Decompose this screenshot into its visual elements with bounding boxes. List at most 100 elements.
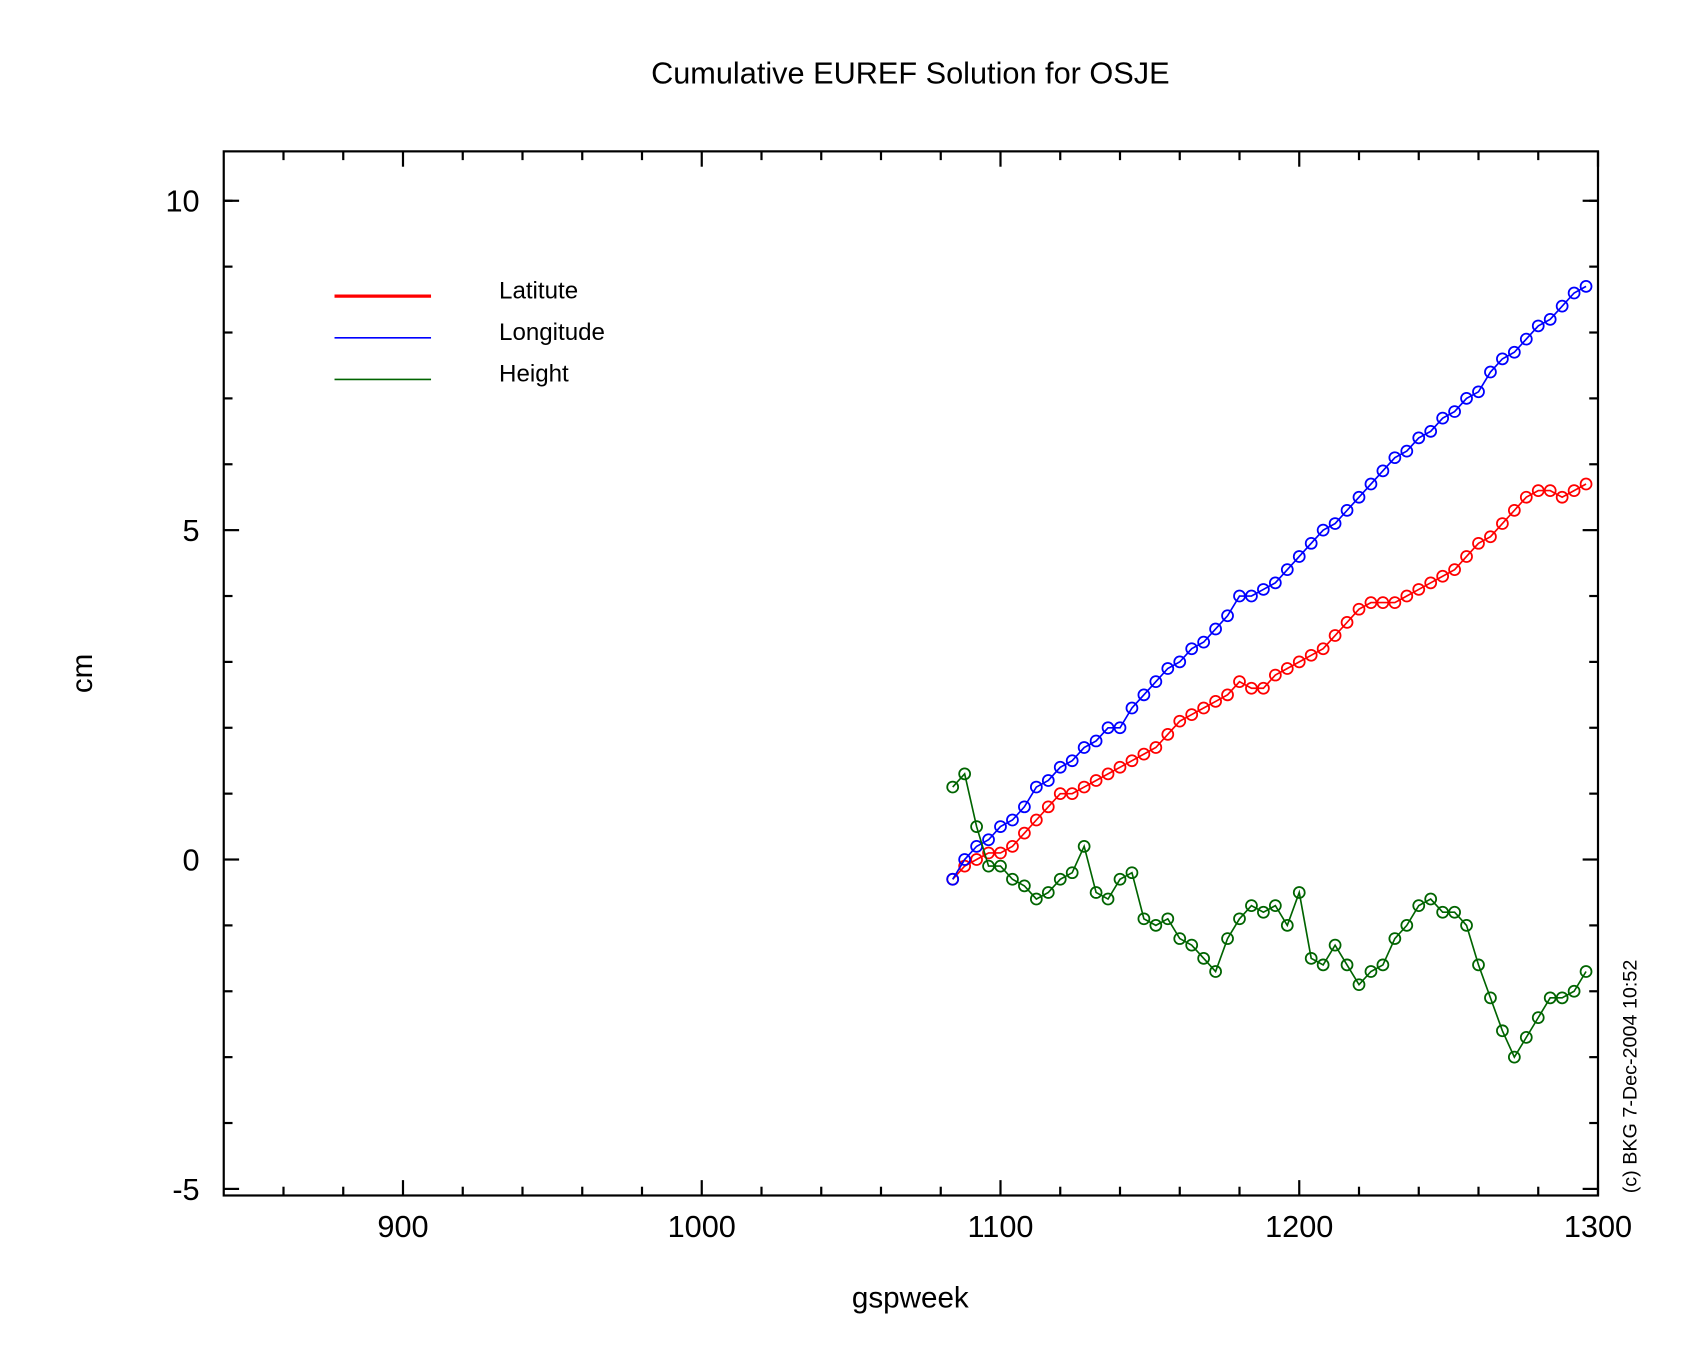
data-point	[1352, 978, 1366, 992]
data-point	[1316, 642, 1330, 656]
data-point	[1328, 938, 1342, 952]
data-point	[1149, 919, 1163, 932]
data-point	[1292, 550, 1306, 563]
data-point	[1245, 589, 1258, 603]
data-point	[1089, 886, 1103, 899]
x-tick-label: 1300	[1564, 1209, 1632, 1244]
data-point	[982, 859, 995, 873]
data-point	[1161, 662, 1175, 675]
data-point	[1053, 872, 1067, 886]
data-point	[1484, 991, 1497, 1005]
data-point	[1328, 629, 1342, 642]
data-point	[1233, 589, 1246, 603]
data-point	[1376, 464, 1390, 478]
data-point	[1496, 1024, 1509, 1038]
data-point	[1340, 958, 1354, 972]
data-point	[1507, 1050, 1521, 1064]
data-point	[1280, 919, 1294, 932]
series-line	[951, 285, 1587, 880]
data-point	[1053, 760, 1067, 774]
data-point	[1268, 668, 1282, 682]
data-point	[1388, 451, 1402, 465]
data-point	[1185, 938, 1199, 952]
data-point	[1113, 721, 1127, 735]
data-point	[1412, 583, 1426, 596]
data-point	[1101, 767, 1115, 781]
data-point	[1065, 754, 1079, 768]
data-point	[1555, 490, 1569, 504]
data-point	[1065, 866, 1079, 880]
data-point	[1089, 774, 1103, 787]
data-point	[1113, 872, 1127, 886]
data-point	[1579, 477, 1593, 491]
data-point	[1567, 984, 1581, 998]
data-point	[1496, 517, 1509, 530]
data-point	[1376, 958, 1390, 972]
data-point	[1137, 747, 1151, 761]
data-point	[1472, 536, 1485, 550]
data-point	[1543, 312, 1557, 326]
data-point	[1448, 405, 1461, 418]
legend-label: Latitute	[499, 277, 578, 304]
data-point	[1388, 596, 1402, 609]
data-point	[1161, 912, 1175, 926]
data-point	[1507, 345, 1521, 359]
data-point	[1077, 839, 1091, 853]
data-point	[1149, 741, 1163, 754]
data-point	[1221, 932, 1234, 945]
chart-title: Cumulative EUREF Solution for OSJE	[651, 55, 1169, 90]
data-point	[982, 846, 995, 860]
data-point	[1101, 892, 1115, 906]
data-point	[1221, 609, 1234, 623]
data-point	[970, 853, 983, 866]
x-tick-label: 900	[377, 1209, 428, 1244]
data-point	[1340, 616, 1354, 629]
data-point	[1268, 899, 1282, 912]
x-tick-label: 1200	[1265, 1209, 1333, 1244]
data-point	[994, 859, 1007, 873]
data-point	[1316, 958, 1330, 972]
data-point	[1460, 919, 1473, 932]
data-point	[1316, 523, 1330, 537]
data-point	[1567, 286, 1581, 300]
data-point	[946, 780, 960, 794]
data-point	[970, 820, 983, 833]
data-point	[1029, 780, 1043, 794]
data-point	[1388, 932, 1402, 945]
x-axis-label: gspweek	[852, 1281, 969, 1314]
data-point	[1460, 392, 1473, 405]
data-point	[1280, 563, 1294, 577]
data-point	[1029, 813, 1043, 827]
data-point	[1531, 484, 1545, 497]
data-point	[1173, 655, 1187, 669]
data-point	[1340, 504, 1354, 517]
data-point	[1209, 695, 1222, 708]
legend-label: Height	[499, 361, 569, 388]
data-point	[1484, 530, 1497, 544]
data-point	[1448, 563, 1461, 577]
data-point	[1029, 892, 1043, 906]
data-point	[1352, 490, 1366, 504]
data-point	[1077, 780, 1091, 794]
y-tick-label: 5	[183, 513, 200, 548]
data-point	[1006, 872, 1019, 886]
data-point	[1436, 905, 1450, 919]
data-point	[1484, 365, 1497, 379]
data-point	[1436, 569, 1450, 583]
x-tick-label: 1100	[967, 1209, 1033, 1244]
y-axis-label: cm	[66, 654, 99, 693]
legend-label: Longitude	[499, 319, 605, 346]
data-point	[1579, 280, 1593, 293]
data-point	[1364, 596, 1378, 609]
data-point	[1137, 912, 1151, 926]
data-point	[1101, 721, 1115, 735]
data-point	[1531, 319, 1545, 333]
data-point	[1472, 958, 1485, 972]
data-point	[1436, 411, 1450, 425]
data-point	[1137, 688, 1151, 702]
data-point	[1292, 886, 1306, 899]
data-point	[1460, 550, 1473, 563]
data-point	[1364, 477, 1378, 491]
data-point	[1543, 484, 1557, 497]
data-point	[1519, 490, 1533, 504]
